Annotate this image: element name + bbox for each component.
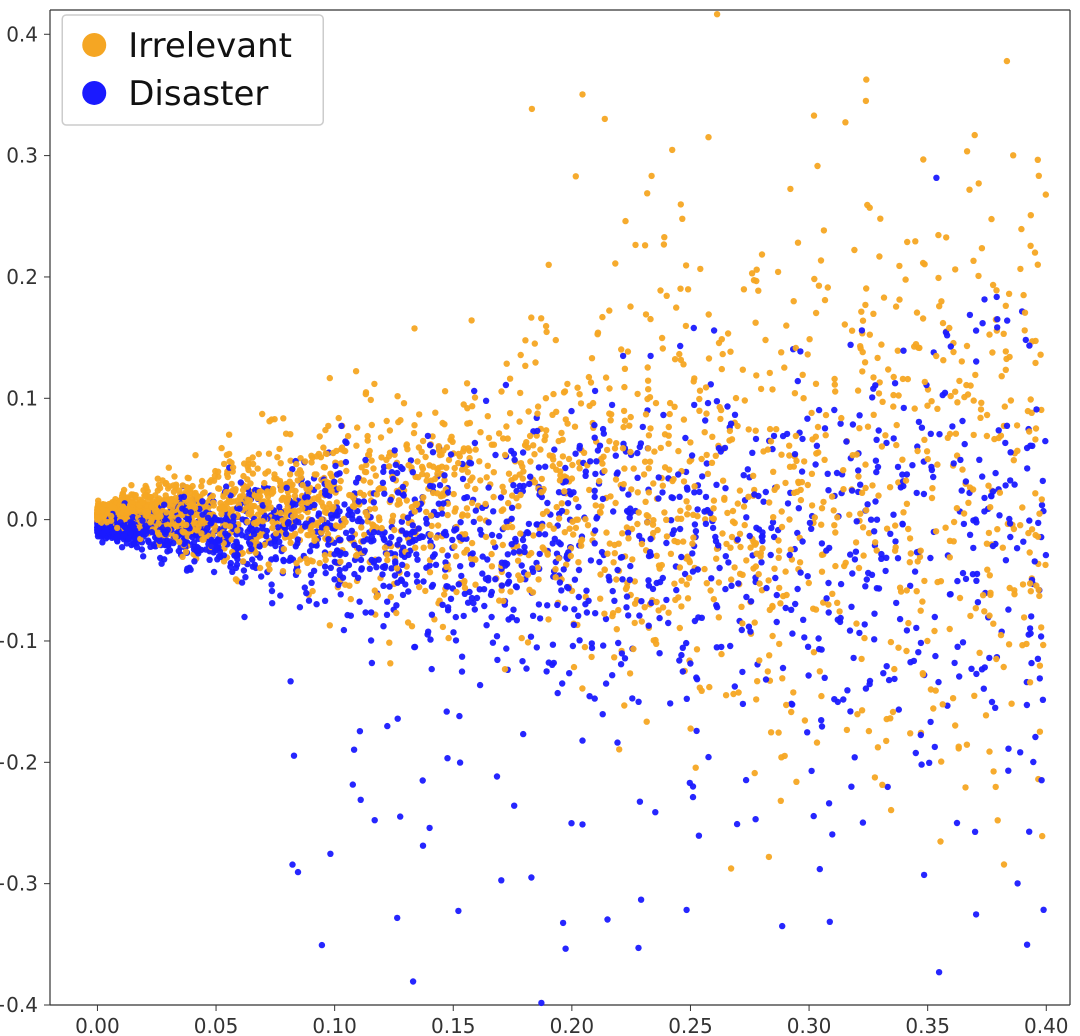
x-tick-label: 0.10 — [312, 1014, 357, 1036]
y-tick-label: −0.4 — [0, 993, 38, 1017]
legend-label: Irrelevant — [128, 26, 292, 66]
y-tick-label: −0.3 — [0, 872, 38, 896]
y-tick-label: 0.2 — [6, 265, 38, 289]
chart-svg: 0.00 0.05 0.10 0.15 0.20 0.25 0.30 0.35 0.40 −0.4… — [0, 0, 1080, 1036]
x-tick-label: 0.25 — [668, 1014, 713, 1036]
y-tick-label: 0.0 — [6, 508, 38, 532]
x-tick-label: 0.20 — [550, 1014, 595, 1036]
x-tick-label: 0.40 — [1024, 1014, 1069, 1036]
y-tick-label: 0.4 — [6, 22, 38, 46]
x-tick-label: 0.35 — [905, 1014, 950, 1036]
x-tick-label: 0.05 — [194, 1014, 239, 1036]
x-tick-label: 0.30 — [787, 1014, 832, 1036]
legend-swatch — [82, 33, 106, 57]
y-tick-label: 0.1 — [6, 386, 38, 410]
y-tick-label: −0.1 — [0, 629, 38, 653]
x-tick-label: 0.00 — [75, 1014, 120, 1036]
legend: Irrelevant Disaster — [62, 15, 323, 125]
legend-label: Disaster — [128, 74, 268, 114]
x-tick-label: 0.15 — [431, 1014, 476, 1036]
scatter-chart: 0.00 0.05 0.10 0.15 0.20 0.25 0.30 0.35 0.40 −0.4… — [0, 0, 1080, 1036]
y-tick-label: −0.2 — [0, 750, 38, 774]
legend-swatch — [82, 81, 106, 105]
y-tick-label: 0.3 — [6, 144, 38, 168]
